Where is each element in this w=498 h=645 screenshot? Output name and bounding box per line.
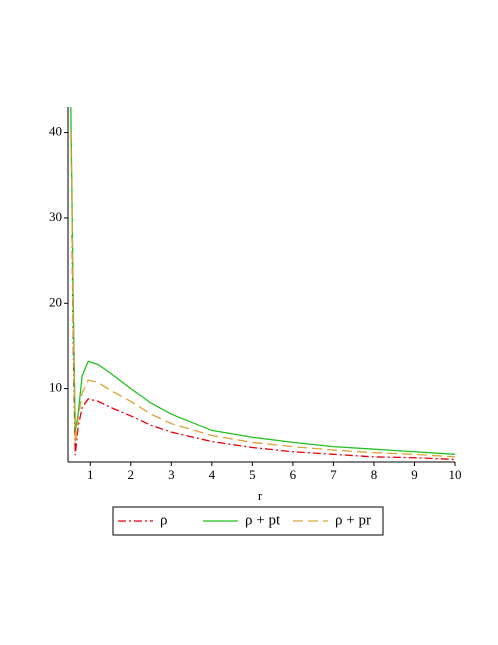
x-tick-label: 9 — [411, 467, 418, 482]
x-tick-label: 4 — [209, 467, 216, 482]
legend-label: ρ — [160, 512, 168, 528]
x-tick-label: 3 — [168, 467, 175, 482]
x-tick-label: 1 — [87, 467, 94, 482]
x-tick-label: 2 — [128, 467, 135, 482]
x-tick-label: 5 — [249, 467, 256, 482]
y-tick-label: 30 — [49, 209, 62, 224]
series-line — [70, 132, 456, 458]
legend-box — [112, 506, 384, 536]
x-tick-label: 7 — [330, 467, 337, 482]
series-line — [71, 234, 456, 461]
legend-label: ρ + pt — [245, 512, 281, 528]
x-axis-label: r — [258, 488, 263, 503]
y-tick-label: 20 — [49, 294, 62, 309]
y-tick-label: 40 — [49, 124, 62, 139]
legend-label: ρ + pr — [335, 512, 371, 528]
x-tick-label: 8 — [371, 467, 378, 482]
y-tick-label: 10 — [49, 380, 62, 395]
x-tick-label: 6 — [290, 467, 297, 482]
series-line — [70, 106, 456, 455]
x-tick-label: 10 — [449, 467, 462, 482]
